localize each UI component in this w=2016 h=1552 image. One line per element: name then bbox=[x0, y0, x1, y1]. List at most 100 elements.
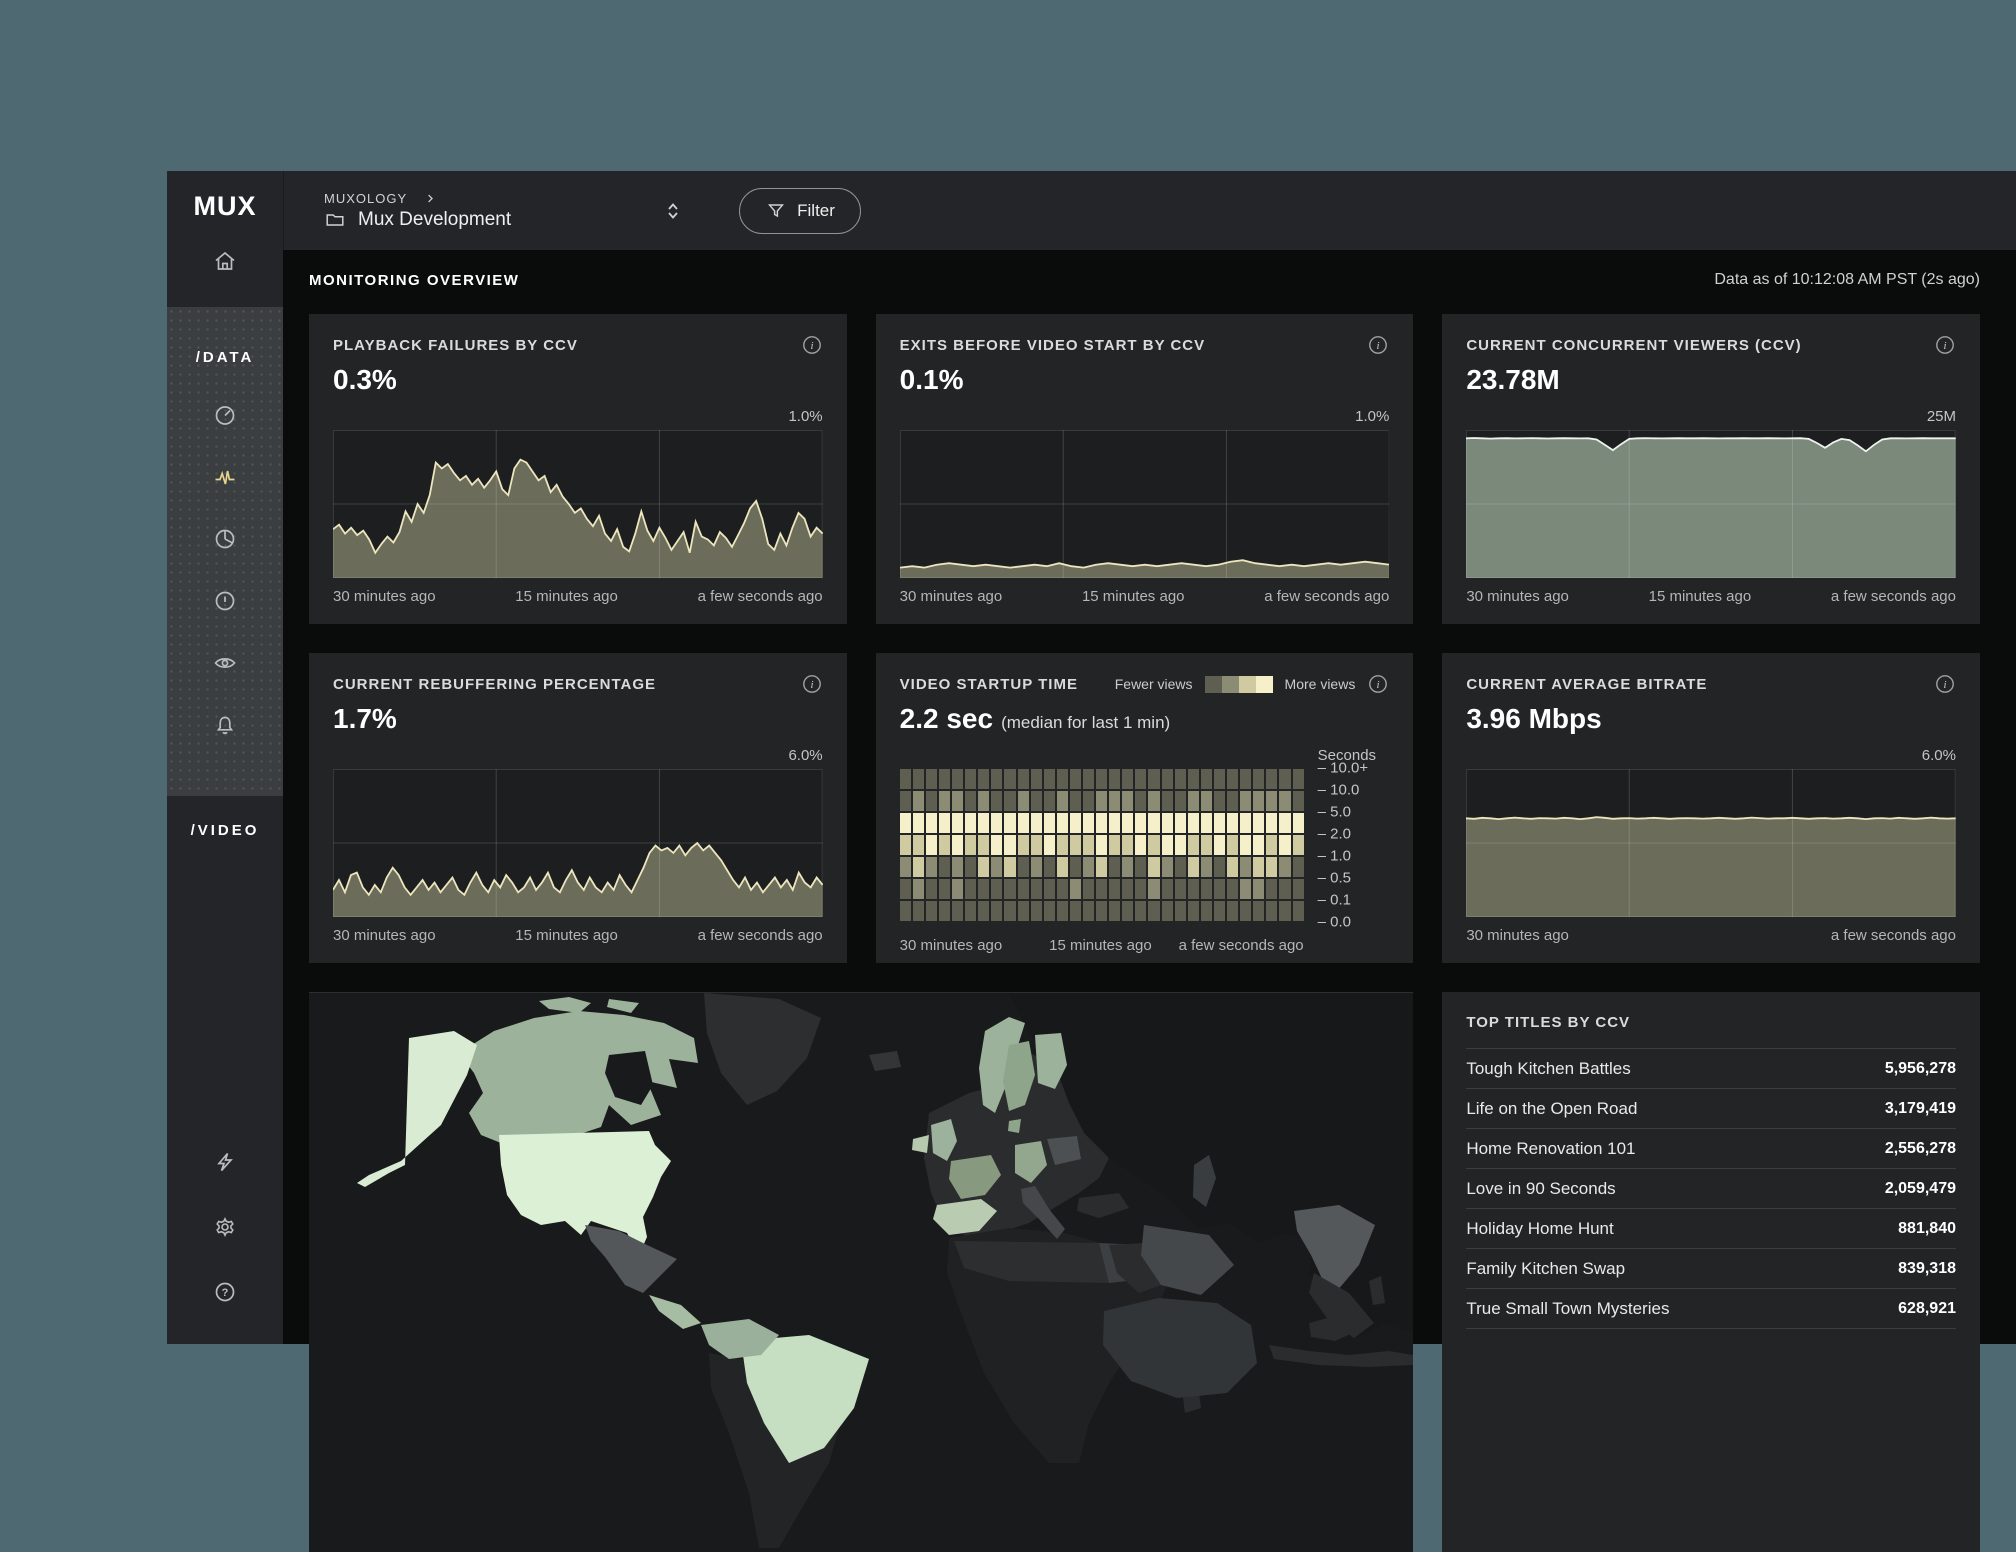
heatmap-cell bbox=[1200, 769, 1212, 789]
card-world-map[interactable] bbox=[309, 992, 1414, 1552]
heatmap-cell bbox=[991, 813, 1003, 833]
heatmap-cell bbox=[1069, 879, 1081, 899]
bell-icon[interactable] bbox=[212, 712, 238, 738]
monitoring-pulse-icon[interactable] bbox=[212, 464, 238, 490]
heatmap-cell bbox=[965, 791, 977, 811]
eye-icon[interactable] bbox=[212, 650, 238, 676]
heatmap-cell bbox=[1279, 879, 1291, 899]
heatmap-cell bbox=[1266, 791, 1278, 811]
bitrate-chart[interactable] bbox=[1466, 769, 1956, 917]
world-map[interactable] bbox=[309, 993, 1413, 1552]
heatmap-cell bbox=[1135, 791, 1147, 811]
expand-chevrons-icon[interactable] bbox=[661, 199, 685, 223]
info-icon[interactable]: i bbox=[1934, 334, 1956, 356]
heatmap-y-axis: Seconds – 10.0+ – 10.0 – 5.0 – 2.0 – 1.0 – 0.… bbox=[1304, 747, 1390, 931]
heatmap-cell bbox=[978, 791, 990, 811]
heatmap-cell bbox=[1004, 901, 1016, 921]
project-selector[interactable]: MUXOLOGY Mux Development bbox=[324, 191, 511, 231]
title-name: True Small Town Mysteries bbox=[1466, 1298, 1670, 1318]
heatmap-cell bbox=[1109, 879, 1121, 899]
alert-icon[interactable] bbox=[212, 588, 238, 614]
home-icon[interactable] bbox=[212, 248, 238, 274]
heatmap-cell bbox=[1004, 769, 1016, 789]
table-row[interactable]: Family Kitchen Swap 839,318 bbox=[1466, 1248, 1956, 1288]
heatmap-cell bbox=[1292, 879, 1304, 899]
heatmap-cell bbox=[1109, 791, 1121, 811]
heatmap-cell bbox=[1279, 857, 1291, 877]
info-icon[interactable]: i bbox=[1367, 334, 1389, 356]
lightning-icon[interactable] bbox=[212, 1149, 238, 1175]
heatmap-cell bbox=[1109, 901, 1121, 921]
heatmap-cell bbox=[912, 835, 924, 855]
heatmap-cell bbox=[1187, 791, 1199, 811]
heatmap-cell bbox=[978, 879, 990, 899]
pie-chart-icon[interactable] bbox=[212, 526, 238, 552]
sidebar: MUX /DATA bbox=[167, 171, 283, 1344]
heatmap-cell bbox=[938, 857, 951, 877]
heatmap-tick-label: – 5.0 bbox=[1317, 803, 1352, 821]
playback-failures-chart[interactable] bbox=[333, 430, 823, 578]
table-row[interactable]: Love in 90 Seconds 2,059,479 bbox=[1466, 1168, 1956, 1208]
title-name: Love in 90 Seconds bbox=[1466, 1178, 1616, 1198]
startup-heatmap[interactable] bbox=[899, 769, 1304, 921]
heatmap-tick-label: – 10.0+ bbox=[1317, 759, 1369, 777]
info-icon[interactable]: i bbox=[1367, 673, 1389, 695]
table-row[interactable]: Home Renovation 101 2,556,278 bbox=[1466, 1128, 1956, 1168]
sidebar-top: MUX bbox=[167, 171, 283, 307]
table-row[interactable]: Holiday Home Hunt 881,840 bbox=[1466, 1208, 1956, 1248]
heatmap-cell bbox=[1083, 857, 1095, 877]
heatmap-cell bbox=[1083, 879, 1095, 899]
heatmap-cell bbox=[1004, 857, 1016, 877]
card-concurrent-viewers: CURRENT CONCURRENT VIEWERS (CCV) i 23.78… bbox=[1442, 314, 1980, 624]
table-row[interactable]: True Small Town Mysteries 628,921 bbox=[1466, 1288, 1956, 1328]
info-icon[interactable]: i bbox=[1934, 673, 1956, 695]
heatmap-cell bbox=[1135, 879, 1147, 899]
y-axis-max-label: 6.0% bbox=[1921, 747, 1956, 764]
heatmap-tick-label: – 0.0 bbox=[1317, 913, 1352, 931]
heatmap-cell bbox=[925, 857, 937, 877]
info-icon[interactable]: i bbox=[801, 334, 823, 356]
table-row[interactable]: Life on the Open Road 3,179,419 bbox=[1466, 1088, 1956, 1128]
heatmap-cell bbox=[1004, 813, 1016, 833]
heatmap-cell bbox=[1043, 835, 1055, 855]
cards-grid: PLAYBACK FAILURES BY CCV i 0.3% 1.0% 30 … bbox=[309, 314, 1980, 1552]
svg-text:i: i bbox=[1377, 340, 1380, 352]
mux-logo[interactable]: MUX bbox=[193, 191, 257, 221]
rebuffering-chart[interactable] bbox=[333, 769, 823, 917]
title-ccv-value: 881,840 bbox=[1898, 1219, 1956, 1237]
title-ccv-value: 5,956,278 bbox=[1884, 1059, 1956, 1077]
heatmap-cell bbox=[925, 791, 937, 811]
heatmap-cell bbox=[912, 813, 924, 833]
heatmap-cell bbox=[925, 901, 937, 921]
sidebar-video-label: /VIDEO bbox=[190, 822, 260, 839]
heatmap-cell bbox=[1017, 879, 1029, 899]
info-icon[interactable]: i bbox=[801, 673, 823, 695]
heatmap-cell bbox=[1096, 879, 1108, 899]
heatmap-cell bbox=[1122, 769, 1134, 789]
folder-icon bbox=[324, 209, 346, 231]
gauge-icon[interactable] bbox=[212, 402, 238, 428]
svg-text:i: i bbox=[810, 679, 813, 691]
heatmap-tick-label: – 2.0 bbox=[1317, 825, 1352, 843]
ccv-chart[interactable] bbox=[1466, 430, 1956, 578]
heatmap-cell bbox=[1030, 835, 1042, 855]
data-freshness-label: Data as of 10:12:08 AM PST (2s ago) bbox=[1714, 271, 1980, 288]
help-icon[interactable]: ? bbox=[212, 1279, 238, 1305]
heatmap-cell bbox=[1279, 791, 1291, 811]
heatmap-cell bbox=[1135, 835, 1147, 855]
heatmap-cell bbox=[1122, 835, 1134, 855]
filter-button[interactable]: Filter bbox=[739, 187, 861, 234]
heatmap-cell bbox=[1083, 769, 1095, 789]
exits-chart[interactable] bbox=[899, 430, 1390, 578]
title-name: Family Kitchen Swap bbox=[1466, 1258, 1626, 1278]
heatmap-cell bbox=[1174, 857, 1186, 877]
heatmap-cell bbox=[1161, 791, 1173, 811]
sidebar-data-section: /DATA bbox=[167, 307, 283, 796]
table-row[interactable]: Tough Kitchen Battles 5,956,278 bbox=[1466, 1048, 1956, 1088]
metric-value: 0.3% bbox=[333, 364, 397, 395]
heatmap-cell bbox=[1069, 835, 1081, 855]
legend-low-label: Fewer views bbox=[1114, 676, 1193, 692]
gear-icon[interactable] bbox=[212, 1214, 238, 1240]
heatmap-cell bbox=[978, 901, 990, 921]
heatmap-cell bbox=[1096, 835, 1108, 855]
